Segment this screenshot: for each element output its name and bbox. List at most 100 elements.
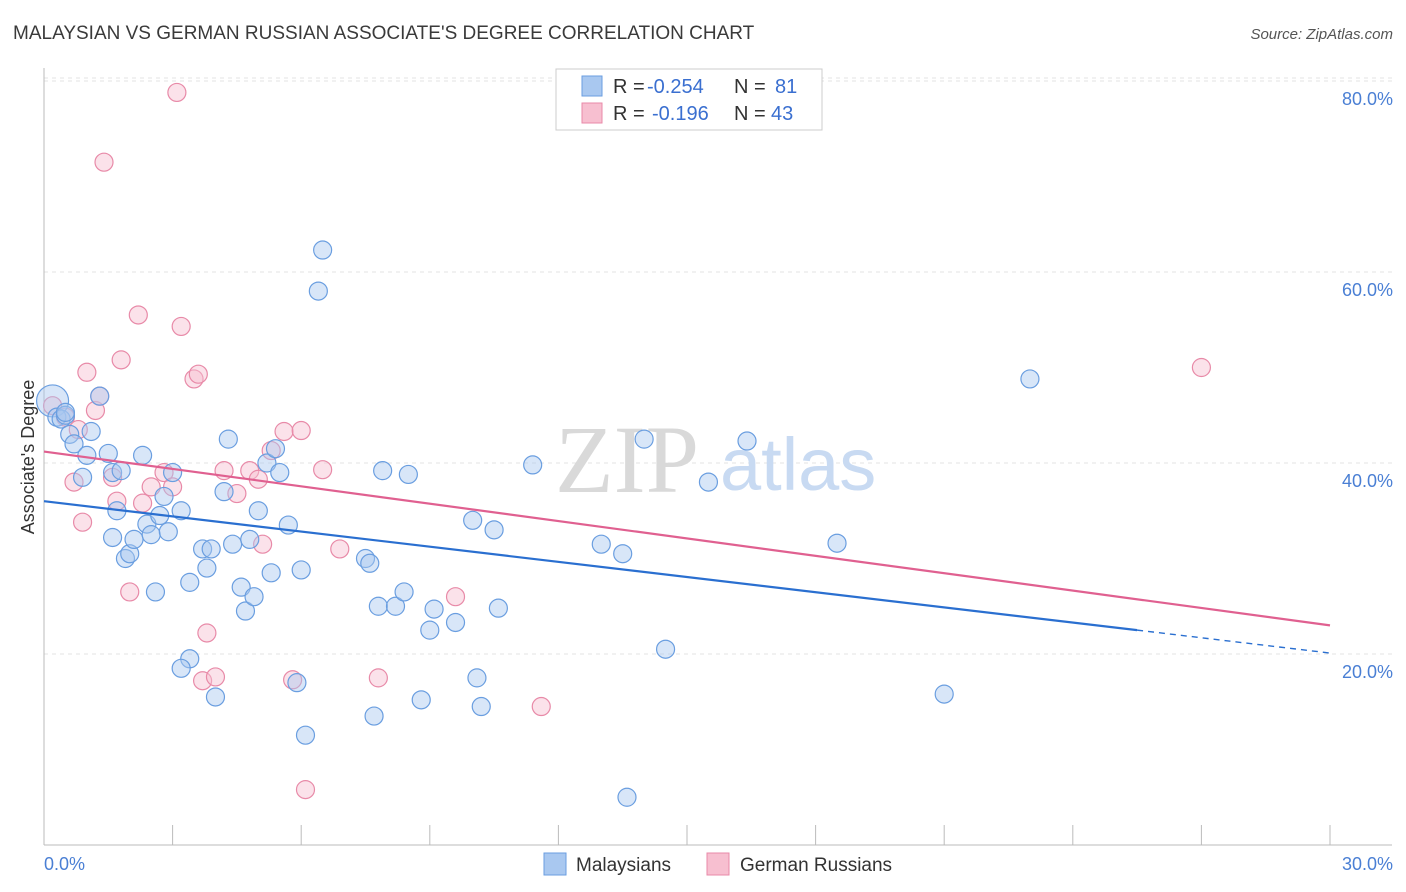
malaysians-point-39 — [235, 601, 256, 621]
malaysians-point-35 — [214, 482, 234, 502]
german-russians-point-24 — [205, 667, 226, 687]
german-russians-point-36 — [330, 539, 350, 559]
malaysians-point-41 — [244, 587, 264, 607]
german-russians-point-13 — [128, 305, 148, 325]
malaysians-point-28 — [180, 572, 200, 592]
legend-swatch-german-russians — [581, 102, 603, 124]
bottom-legend-swatch-malaysians — [543, 852, 567, 876]
legend-n-value-malaysians: 81 — [775, 76, 797, 98]
malaysians-point-80 — [1020, 369, 1040, 389]
malaysians-point-22 — [145, 582, 166, 602]
malaysians-point-10 — [90, 386, 110, 406]
malaysians-point-59 — [394, 582, 414, 602]
german-russians-point-37 — [368, 668, 388, 688]
malaysians-point-64 — [445, 612, 466, 633]
malaysians-point-68 — [484, 520, 504, 540]
chart-title: MALAYSIAN VS GERMAN RUSSIAN ASSOCIATE'S … — [13, 23, 755, 44]
malaysians-point-54 — [360, 553, 380, 573]
german-russians-point-38 — [445, 587, 466, 607]
legend-r-value-malaysians: -0.254 — [647, 76, 704, 98]
malaysians-point-14 — [111, 461, 131, 481]
malaysians-point-55 — [364, 706, 384, 726]
malaysians-point-11 — [98, 443, 118, 464]
german-russians-point-6 — [85, 400, 106, 421]
bottom-legend-swatch-german-russians — [706, 852, 730, 876]
malaysians-point-66 — [467, 668, 487, 688]
malaysians-point-77 — [737, 431, 757, 451]
gridlines — [44, 77, 1392, 655]
malaysians-point-71 — [591, 534, 611, 554]
malaysians-point-8 — [77, 445, 97, 465]
malaysians-point-58 — [385, 596, 406, 616]
trend-lines — [43, 450, 1331, 654]
bottom-legend-label-malaysians: Malaysians — [576, 855, 671, 876]
malaysians-point-52 — [313, 240, 333, 260]
legend-n-label-malaysians: N = — [734, 76, 766, 98]
malaysians-point-50 — [295, 725, 316, 745]
malaysians-point-40 — [240, 529, 260, 550]
malaysians-point-62 — [420, 620, 440, 640]
malaysians-point-51 — [308, 281, 328, 301]
watermark-zip: ZIP — [555, 406, 699, 513]
malaysians-point-69 — [488, 598, 508, 618]
german-russians-point-35 — [313, 460, 333, 480]
malaysians-point-5 — [60, 424, 80, 444]
malaysians-point-70 — [523, 455, 543, 475]
y-tick-label-2: 60.0% — [1342, 280, 1393, 300]
y-tick-label-0: 20.0% — [1342, 662, 1393, 682]
malaysians-point-42 — [248, 501, 268, 521]
malaysians-point-79 — [934, 684, 954, 704]
x-tick-label-max: 30.0% — [1342, 854, 1393, 874]
german-russians-point-34 — [295, 780, 316, 800]
bottom-legend-label-german-russians: German Russians — [740, 855, 892, 876]
german-russians-point-15 — [141, 477, 161, 497]
german-russians-point-22 — [193, 671, 213, 691]
series-german-russians-points — [42, 82, 1212, 800]
legend-swatch-malaysians — [581, 75, 603, 97]
malaysians-point-18 — [124, 529, 144, 550]
malaysians-point-43 — [257, 453, 277, 473]
series-malaysians-points — [35, 240, 1040, 807]
y-tick-label-1: 40.0% — [1342, 471, 1393, 491]
legend-n-value-german-russians: 43 — [771, 103, 793, 125]
y-axis-label: Associate's Degree — [18, 380, 38, 535]
malaysians-point-67 — [471, 696, 491, 717]
malaysians-point-36 — [218, 429, 238, 449]
malaysians-point-32 — [197, 558, 217, 578]
german-russians-point-11 — [111, 350, 131, 370]
malaysians-point-19 — [132, 445, 153, 465]
german-russians-point-12 — [120, 582, 140, 602]
legend-r-label-german-russians: R = — [613, 103, 645, 125]
series-legend: Malaysians German Russians — [543, 852, 892, 876]
malaysians-point-25 — [158, 522, 178, 542]
y-tick-label-3: 80.0% — [1342, 89, 1393, 109]
malaysians-point-24 — [154, 486, 174, 507]
malaysians-point-7 — [72, 467, 93, 487]
watermark: ZIP atlas — [555, 406, 876, 513]
malaysians-point-57 — [373, 461, 393, 481]
malaysians-point-27 — [171, 501, 191, 521]
x-tick-marks — [43, 825, 1331, 845]
malaysians-point-73 — [617, 787, 637, 807]
german-russians-point-40 — [1191, 357, 1212, 378]
german-russians-point-21 — [188, 364, 208, 384]
malaysians-point-34 — [205, 687, 226, 707]
german-russians-point-19 — [171, 316, 191, 337]
malaysians-point-38 — [231, 577, 251, 597]
malaysians-point-72 — [613, 544, 633, 564]
german-russians-trend-line — [43, 450, 1331, 627]
malaysians-point-37 — [223, 534, 243, 554]
malaysians-point-45 — [265, 439, 286, 459]
german-russians-point-14 — [132, 493, 153, 513]
stats-legend: R = -0.254 N = 81 R = -0.196 N = 43 — [555, 68, 823, 131]
german-russians-point-8 — [94, 152, 114, 172]
malaysians-point-15 — [102, 527, 123, 548]
malaysians-point-61 — [411, 690, 431, 710]
malaysians-point-60 — [398, 464, 418, 485]
malaysians-point-33 — [201, 539, 221, 559]
x-tick-label-min: 0.0% — [44, 854, 85, 874]
legend-r-label-malaysians: R = — [613, 76, 645, 98]
malaysians-point-46 — [270, 462, 290, 483]
malaysians-point-65 — [463, 510, 483, 530]
malaysians-point-48 — [287, 673, 307, 693]
